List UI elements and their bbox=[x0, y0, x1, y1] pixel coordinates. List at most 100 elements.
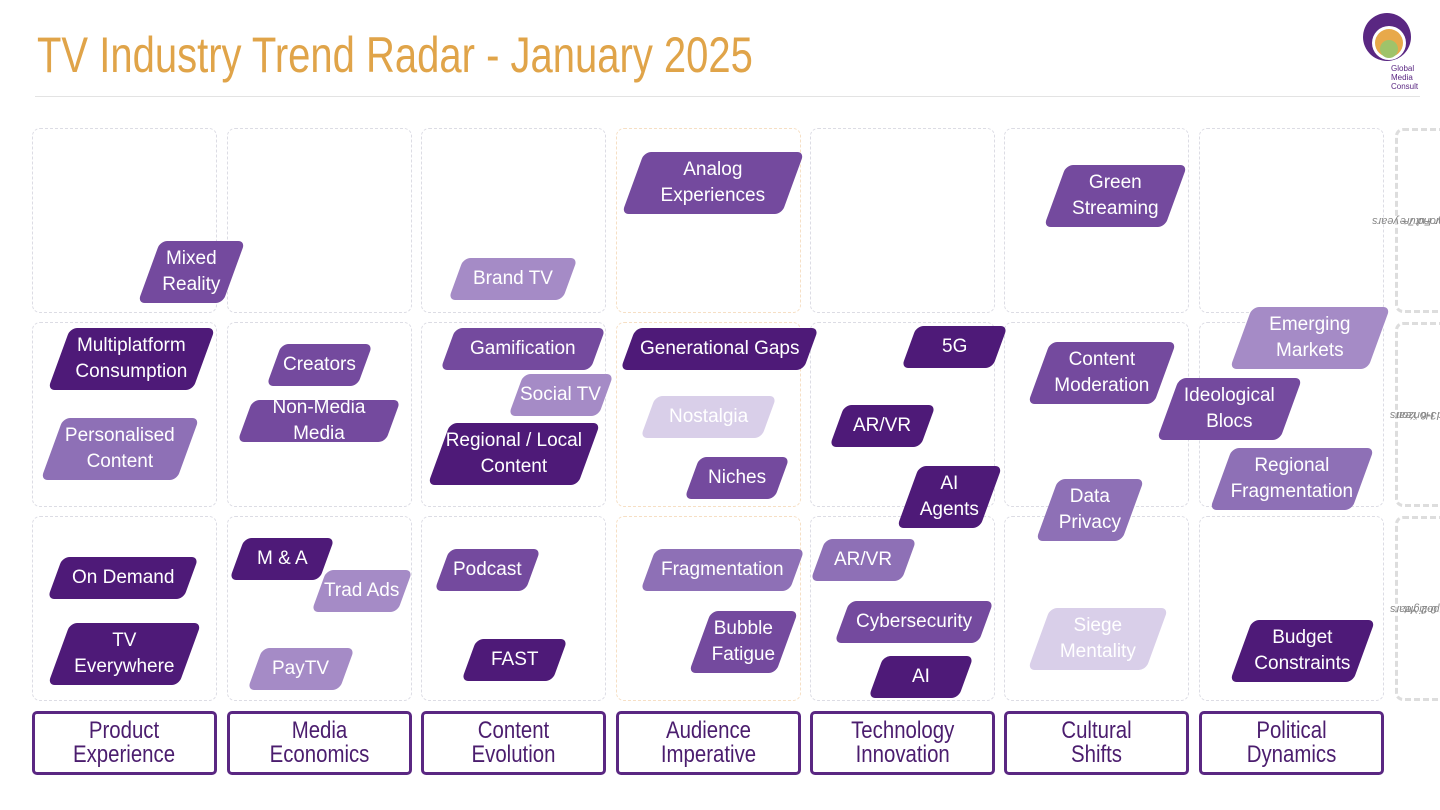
trend: Cybersecurity bbox=[833, 601, 994, 643]
horizon-span: Beyond 7+ years bbox=[1372, 214, 1440, 227]
trend: Brand TV bbox=[447, 258, 578, 300]
horizon-label: Spotlight0-2 Years bbox=[1390, 516, 1440, 701]
horizon-frame bbox=[1395, 516, 1440, 701]
trend: Social TV bbox=[507, 374, 614, 416]
title: TV Industry Trend Radar - January 2025 bbox=[37, 27, 753, 83]
trend-label: Mixed Reality bbox=[162, 248, 221, 295]
trend-label: Siege Mentality bbox=[1059, 615, 1136, 662]
trend-label: Ideological Blocs bbox=[1184, 385, 1275, 432]
trend-label: 5G bbox=[941, 336, 967, 357]
trend-label: AI bbox=[911, 666, 930, 687]
trend-label: AR/VR bbox=[833, 549, 893, 570]
grid-cell bbox=[421, 322, 606, 507]
trend-label: TV Everywhere bbox=[74, 630, 175, 677]
trend: PayTV bbox=[246, 648, 355, 690]
grid-cell bbox=[32, 322, 217, 507]
trend: Personalised Content bbox=[40, 418, 200, 480]
trend: Regional / Local Content bbox=[427, 423, 601, 485]
column-label-text: Media Economics bbox=[269, 717, 370, 768]
grid-cell bbox=[810, 128, 995, 313]
trend-label: Content Moderation bbox=[1054, 349, 1150, 396]
trend-label: Creators bbox=[282, 354, 356, 375]
grid-cell bbox=[421, 516, 606, 701]
trend-label: Podcast bbox=[452, 559, 522, 580]
grid-cell bbox=[421, 128, 606, 313]
trend-label: Brand TV bbox=[472, 268, 553, 289]
trend-label: Generational Gaps bbox=[639, 338, 799, 359]
column-label: Political Dynamics bbox=[1199, 711, 1384, 775]
grid-cell bbox=[227, 516, 412, 701]
logo-text: Global Media Consult bbox=[1391, 64, 1418, 91]
logo bbox=[1363, 13, 1411, 61]
trend-label: Emerging Markets bbox=[1269, 314, 1351, 361]
grid-cell bbox=[1004, 128, 1189, 313]
horizon-frame bbox=[1395, 128, 1440, 313]
trend: Ideological Blocs bbox=[1156, 378, 1303, 440]
grid-cell bbox=[616, 322, 801, 507]
trend: Creators bbox=[265, 344, 373, 386]
trend-label: AR/VR bbox=[852, 415, 912, 436]
column-label-text: Product Experience bbox=[73, 717, 176, 768]
trend: Green Streaming bbox=[1043, 165, 1188, 227]
trend: Gamification bbox=[439, 328, 606, 370]
trend: AI bbox=[867, 656, 974, 698]
trend: Analog Experiences bbox=[621, 152, 805, 214]
trend-label: PayTV bbox=[271, 658, 329, 679]
grid-cell bbox=[227, 322, 412, 507]
trend-label: Regional / Local Content bbox=[445, 430, 583, 477]
column-label: Product Experience bbox=[32, 711, 217, 775]
trend: Non-Media Media bbox=[236, 397, 401, 444]
trend: Podcast bbox=[433, 549, 541, 591]
trend-label: Cybersecurity bbox=[855, 611, 972, 632]
trend-label: Trad Ads bbox=[323, 580, 400, 601]
trend-label: Regional Fragmentation bbox=[1230, 455, 1354, 502]
trend: Mixed Reality bbox=[137, 241, 246, 303]
trend-label: Data Privacy bbox=[1058, 486, 1122, 533]
trend: FAST bbox=[460, 639, 568, 681]
trend: Data Privacy bbox=[1035, 479, 1145, 541]
trend-label: Niches bbox=[707, 467, 766, 488]
trend: Budget Constraints bbox=[1229, 620, 1376, 682]
logo-line: Global bbox=[1391, 64, 1415, 73]
trend: Multiplatform Consumption bbox=[47, 328, 216, 390]
column-label-text: Audience Imperative bbox=[660, 717, 757, 768]
logo-line: Media bbox=[1391, 73, 1413, 82]
grid-cell bbox=[1199, 516, 1384, 701]
trend: On Demand bbox=[46, 557, 199, 599]
trend: 5G bbox=[900, 326, 1008, 368]
divider bbox=[35, 96, 1420, 97]
column-label: Content Evolution bbox=[421, 711, 606, 775]
horizon-frame bbox=[1395, 322, 1440, 507]
trend-label: Gamification bbox=[469, 338, 576, 359]
horizon-span: 3-6 Years bbox=[1390, 408, 1437, 421]
trend-label: FAST bbox=[490, 649, 538, 670]
column-label-text: Content Evolution bbox=[471, 717, 556, 768]
trend-label: M & A bbox=[256, 548, 307, 569]
trend: AR/VR bbox=[828, 405, 936, 447]
trend: Nostalgia bbox=[639, 396, 777, 438]
column-label: Cultural Shifts bbox=[1004, 711, 1189, 775]
grid-cell bbox=[616, 128, 801, 313]
trend-label: Fragmentation bbox=[660, 559, 784, 580]
trend: TV Everywhere bbox=[47, 623, 202, 685]
horizon-label: Far FutureBeyond 7+ years bbox=[1372, 128, 1440, 313]
trend: AR/VR bbox=[809, 539, 917, 581]
trend-label: On Demand bbox=[71, 567, 174, 588]
grid-cell bbox=[1199, 128, 1384, 313]
trend: Siege Mentality bbox=[1027, 608, 1169, 670]
grid-cell bbox=[32, 516, 217, 701]
trend: Content Moderation bbox=[1027, 342, 1177, 404]
trend-label: Green Streaming bbox=[1072, 172, 1159, 219]
column-label: Media Economics bbox=[227, 711, 412, 775]
trend-label: Social TV bbox=[520, 384, 601, 405]
trend-label: Budget Constraints bbox=[1254, 627, 1351, 674]
trend: AI Agents bbox=[896, 466, 1003, 528]
grid-cell bbox=[810, 322, 995, 507]
trend: M & A bbox=[228, 538, 335, 580]
trend-label: Bubble Fatigue bbox=[711, 618, 776, 665]
trend: Regional Fragmentation bbox=[1209, 448, 1375, 510]
trend-label: AI Agents bbox=[919, 473, 980, 520]
